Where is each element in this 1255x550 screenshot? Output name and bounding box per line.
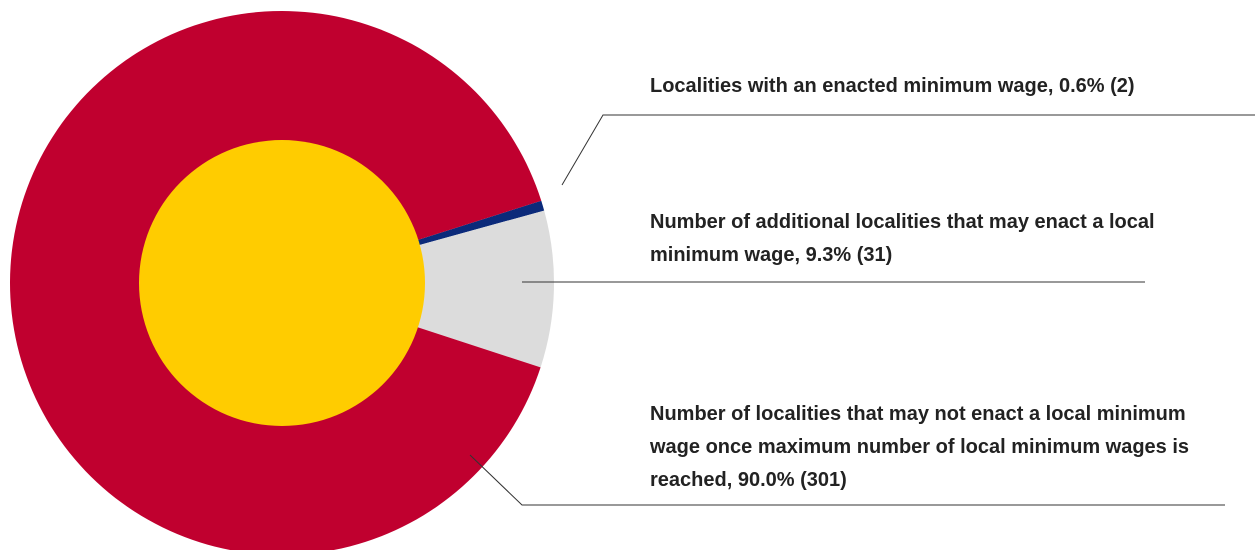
slice-label: Number of localities that may not enact … xyxy=(650,403,1190,491)
slice-label: Localities with an enacted minimum wage,… xyxy=(650,75,1135,97)
leader-line xyxy=(561,114,1255,186)
slice-label: Number of additional localities that may… xyxy=(650,211,1155,266)
center-disc xyxy=(139,140,425,426)
leader-line xyxy=(469,454,1225,506)
